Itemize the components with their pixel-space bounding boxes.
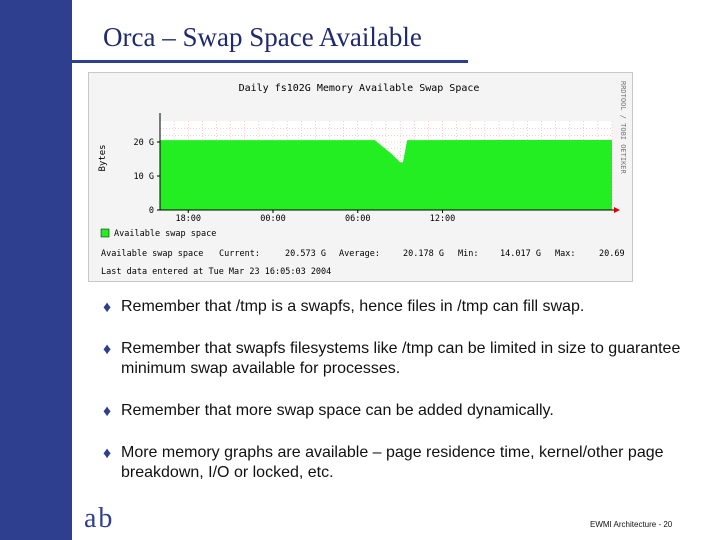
last-data-entry: Last data entered at Tue Mar 23 16:05:03… xyxy=(101,267,331,277)
diamond-bullet-icon: ♦ xyxy=(103,403,112,420)
diamond-bullet-icon: ♦ xyxy=(103,445,112,462)
stats-min-label: Min: xyxy=(458,249,478,259)
chart-title: Daily fs102G Memory Available Swap Space xyxy=(239,83,480,94)
bullet-item: ♦ More memory graphs are available – pag… xyxy=(103,443,703,483)
chart-side-label: RRDTOOL / TOBI OETIKER xyxy=(619,81,627,175)
stats-current-label: Current: xyxy=(219,249,260,259)
swap-chart-frame: Daily fs102G Memory Available Swap Space… xyxy=(88,72,633,282)
diamond-bullet-icon: ♦ xyxy=(103,341,112,358)
x-tick-label: 06:00 xyxy=(345,214,371,224)
company-logo: ab xyxy=(84,503,115,534)
bullet-text: Remember that swapfs filesystems like /t… xyxy=(121,340,681,377)
legend-label: Available swap space xyxy=(114,229,216,239)
slide-footer: EWMI Architecture - 20 xyxy=(590,520,673,529)
swap-chart: Daily fs102G Memory Available Swap Space… xyxy=(98,81,627,277)
diamond-bullet-icon: ♦ xyxy=(103,299,112,316)
stats-average-value: 20.178 G xyxy=(403,249,444,259)
stats-average-label: Average: xyxy=(339,249,380,259)
x-tick-label: 18:00 xyxy=(175,214,201,224)
bullet-text: Remember that /tmp is a swapfs, hence fi… xyxy=(121,298,585,315)
x-tick-label: 00:00 xyxy=(260,214,286,224)
x-axis-arrow-icon xyxy=(614,207,620,213)
slide-sidebar xyxy=(0,0,72,540)
swap-area xyxy=(160,139,612,210)
legend-swatch xyxy=(100,228,110,238)
y-ticks: 0 10 G 20 G xyxy=(134,138,160,216)
slide-title: Orca – Swap Space Available xyxy=(103,22,422,52)
bullet-list: ♦ Remember that /tmp is a swapfs, hence … xyxy=(103,297,703,505)
y-tick-label: 20 G xyxy=(134,138,154,148)
stats-current-value: 20.573 G xyxy=(285,249,326,259)
bullet-item: ♦ Remember that /tmp is a swapfs, hence … xyxy=(103,297,703,317)
y-tick-label: 10 G xyxy=(134,172,154,182)
title-underline xyxy=(26,60,468,63)
bullet-text: More memory graphs are available – page … xyxy=(121,444,664,481)
stats-max-label: Max: xyxy=(555,249,575,259)
bullet-item: ♦ Remember that more swap space can be a… xyxy=(103,401,703,421)
bullet-item: ♦ Remember that swapfs filesystems like … xyxy=(103,339,703,379)
y-tick-label: 0 xyxy=(149,206,154,216)
chart-y-label: Bytes xyxy=(98,144,108,171)
bullet-text: Remember that more swap space can be add… xyxy=(121,402,554,419)
stats-series-name: Available swap space xyxy=(101,249,203,259)
x-ticks: 18:00 00:00 06:00 12:00 xyxy=(175,210,455,224)
stats-min-value: 14.017 G xyxy=(500,249,541,259)
stats-max-value: 20.69 xyxy=(599,249,625,259)
x-tick-label: 12:00 xyxy=(430,214,456,224)
